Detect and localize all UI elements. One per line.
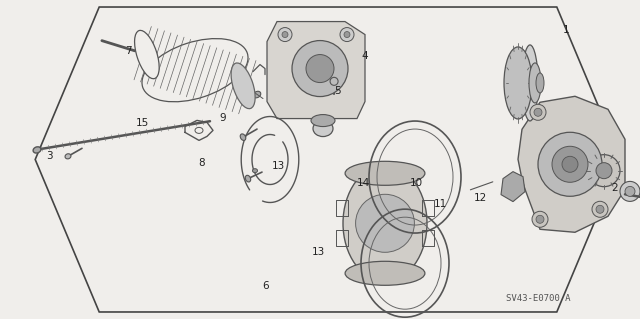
- Ellipse shape: [588, 155, 620, 187]
- Ellipse shape: [292, 41, 348, 97]
- Text: 8: 8: [198, 158, 205, 168]
- Ellipse shape: [142, 39, 248, 102]
- Text: 11: 11: [434, 199, 447, 209]
- Ellipse shape: [65, 154, 71, 159]
- Ellipse shape: [278, 27, 292, 41]
- Ellipse shape: [311, 115, 335, 127]
- Text: 6: 6: [262, 280, 269, 291]
- Ellipse shape: [536, 215, 544, 223]
- Ellipse shape: [596, 163, 612, 179]
- Ellipse shape: [245, 175, 251, 182]
- Text: 2: 2: [611, 183, 618, 193]
- Ellipse shape: [529, 63, 541, 103]
- Ellipse shape: [504, 47, 532, 119]
- Text: 9: 9: [220, 113, 226, 123]
- Ellipse shape: [240, 134, 246, 140]
- Text: 13: 13: [312, 247, 324, 257]
- Ellipse shape: [33, 147, 41, 153]
- Polygon shape: [518, 96, 625, 232]
- Ellipse shape: [253, 169, 257, 173]
- Ellipse shape: [552, 146, 588, 182]
- Ellipse shape: [562, 156, 578, 172]
- Ellipse shape: [231, 63, 255, 109]
- Text: 15: 15: [136, 118, 148, 128]
- Polygon shape: [267, 22, 365, 119]
- Ellipse shape: [534, 108, 542, 116]
- Ellipse shape: [592, 201, 608, 217]
- Text: 12: 12: [474, 193, 486, 203]
- Ellipse shape: [536, 73, 544, 93]
- Text: 13: 13: [272, 161, 285, 171]
- Text: 5: 5: [335, 86, 341, 96]
- Ellipse shape: [522, 45, 538, 121]
- Text: 7: 7: [125, 46, 131, 56]
- Text: 1: 1: [563, 25, 570, 35]
- Ellipse shape: [596, 205, 604, 213]
- Text: 10: 10: [410, 178, 422, 189]
- Ellipse shape: [532, 211, 548, 227]
- Ellipse shape: [340, 27, 354, 41]
- Ellipse shape: [538, 132, 602, 196]
- Ellipse shape: [345, 161, 425, 185]
- Ellipse shape: [345, 261, 425, 285]
- Ellipse shape: [356, 194, 415, 252]
- Ellipse shape: [530, 104, 546, 120]
- Ellipse shape: [344, 32, 350, 38]
- Ellipse shape: [306, 55, 334, 83]
- Text: SV43-E0700 A: SV43-E0700 A: [506, 294, 570, 303]
- Text: 3: 3: [47, 151, 53, 161]
- Polygon shape: [501, 172, 525, 202]
- Text: 4: 4: [362, 51, 368, 61]
- Text: 14: 14: [357, 178, 370, 189]
- Ellipse shape: [282, 32, 288, 38]
- Ellipse shape: [343, 165, 427, 281]
- Ellipse shape: [625, 186, 635, 197]
- Ellipse shape: [620, 182, 640, 201]
- Ellipse shape: [134, 30, 159, 79]
- Ellipse shape: [313, 121, 333, 137]
- Ellipse shape: [253, 91, 260, 98]
